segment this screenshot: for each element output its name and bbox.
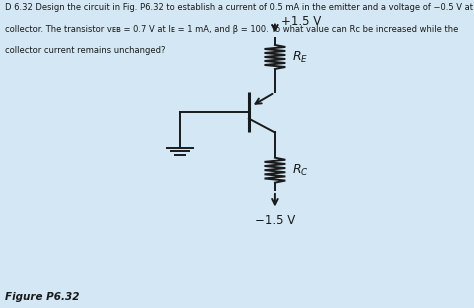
- Text: $R_C$: $R_C$: [292, 163, 308, 178]
- Text: collector. The transistor vᴇʙ = 0.7 V at Iᴇ = 1 mA, and β = 100. To what value c: collector. The transistor vᴇʙ = 0.7 V at…: [5, 25, 458, 34]
- Text: −1.5 V: −1.5 V: [255, 214, 295, 227]
- Text: collector current remains unchanged?: collector current remains unchanged?: [5, 46, 165, 55]
- Text: +1.5 V: +1.5 V: [281, 15, 321, 28]
- Text: D 6.32 Design the circuit in Fig. P6.32 to establish a current of 0.5 mA in the : D 6.32 Design the circuit in Fig. P6.32 …: [5, 3, 474, 12]
- Text: Figure P6.32: Figure P6.32: [5, 292, 79, 302]
- Text: $R_E$: $R_E$: [292, 49, 308, 65]
